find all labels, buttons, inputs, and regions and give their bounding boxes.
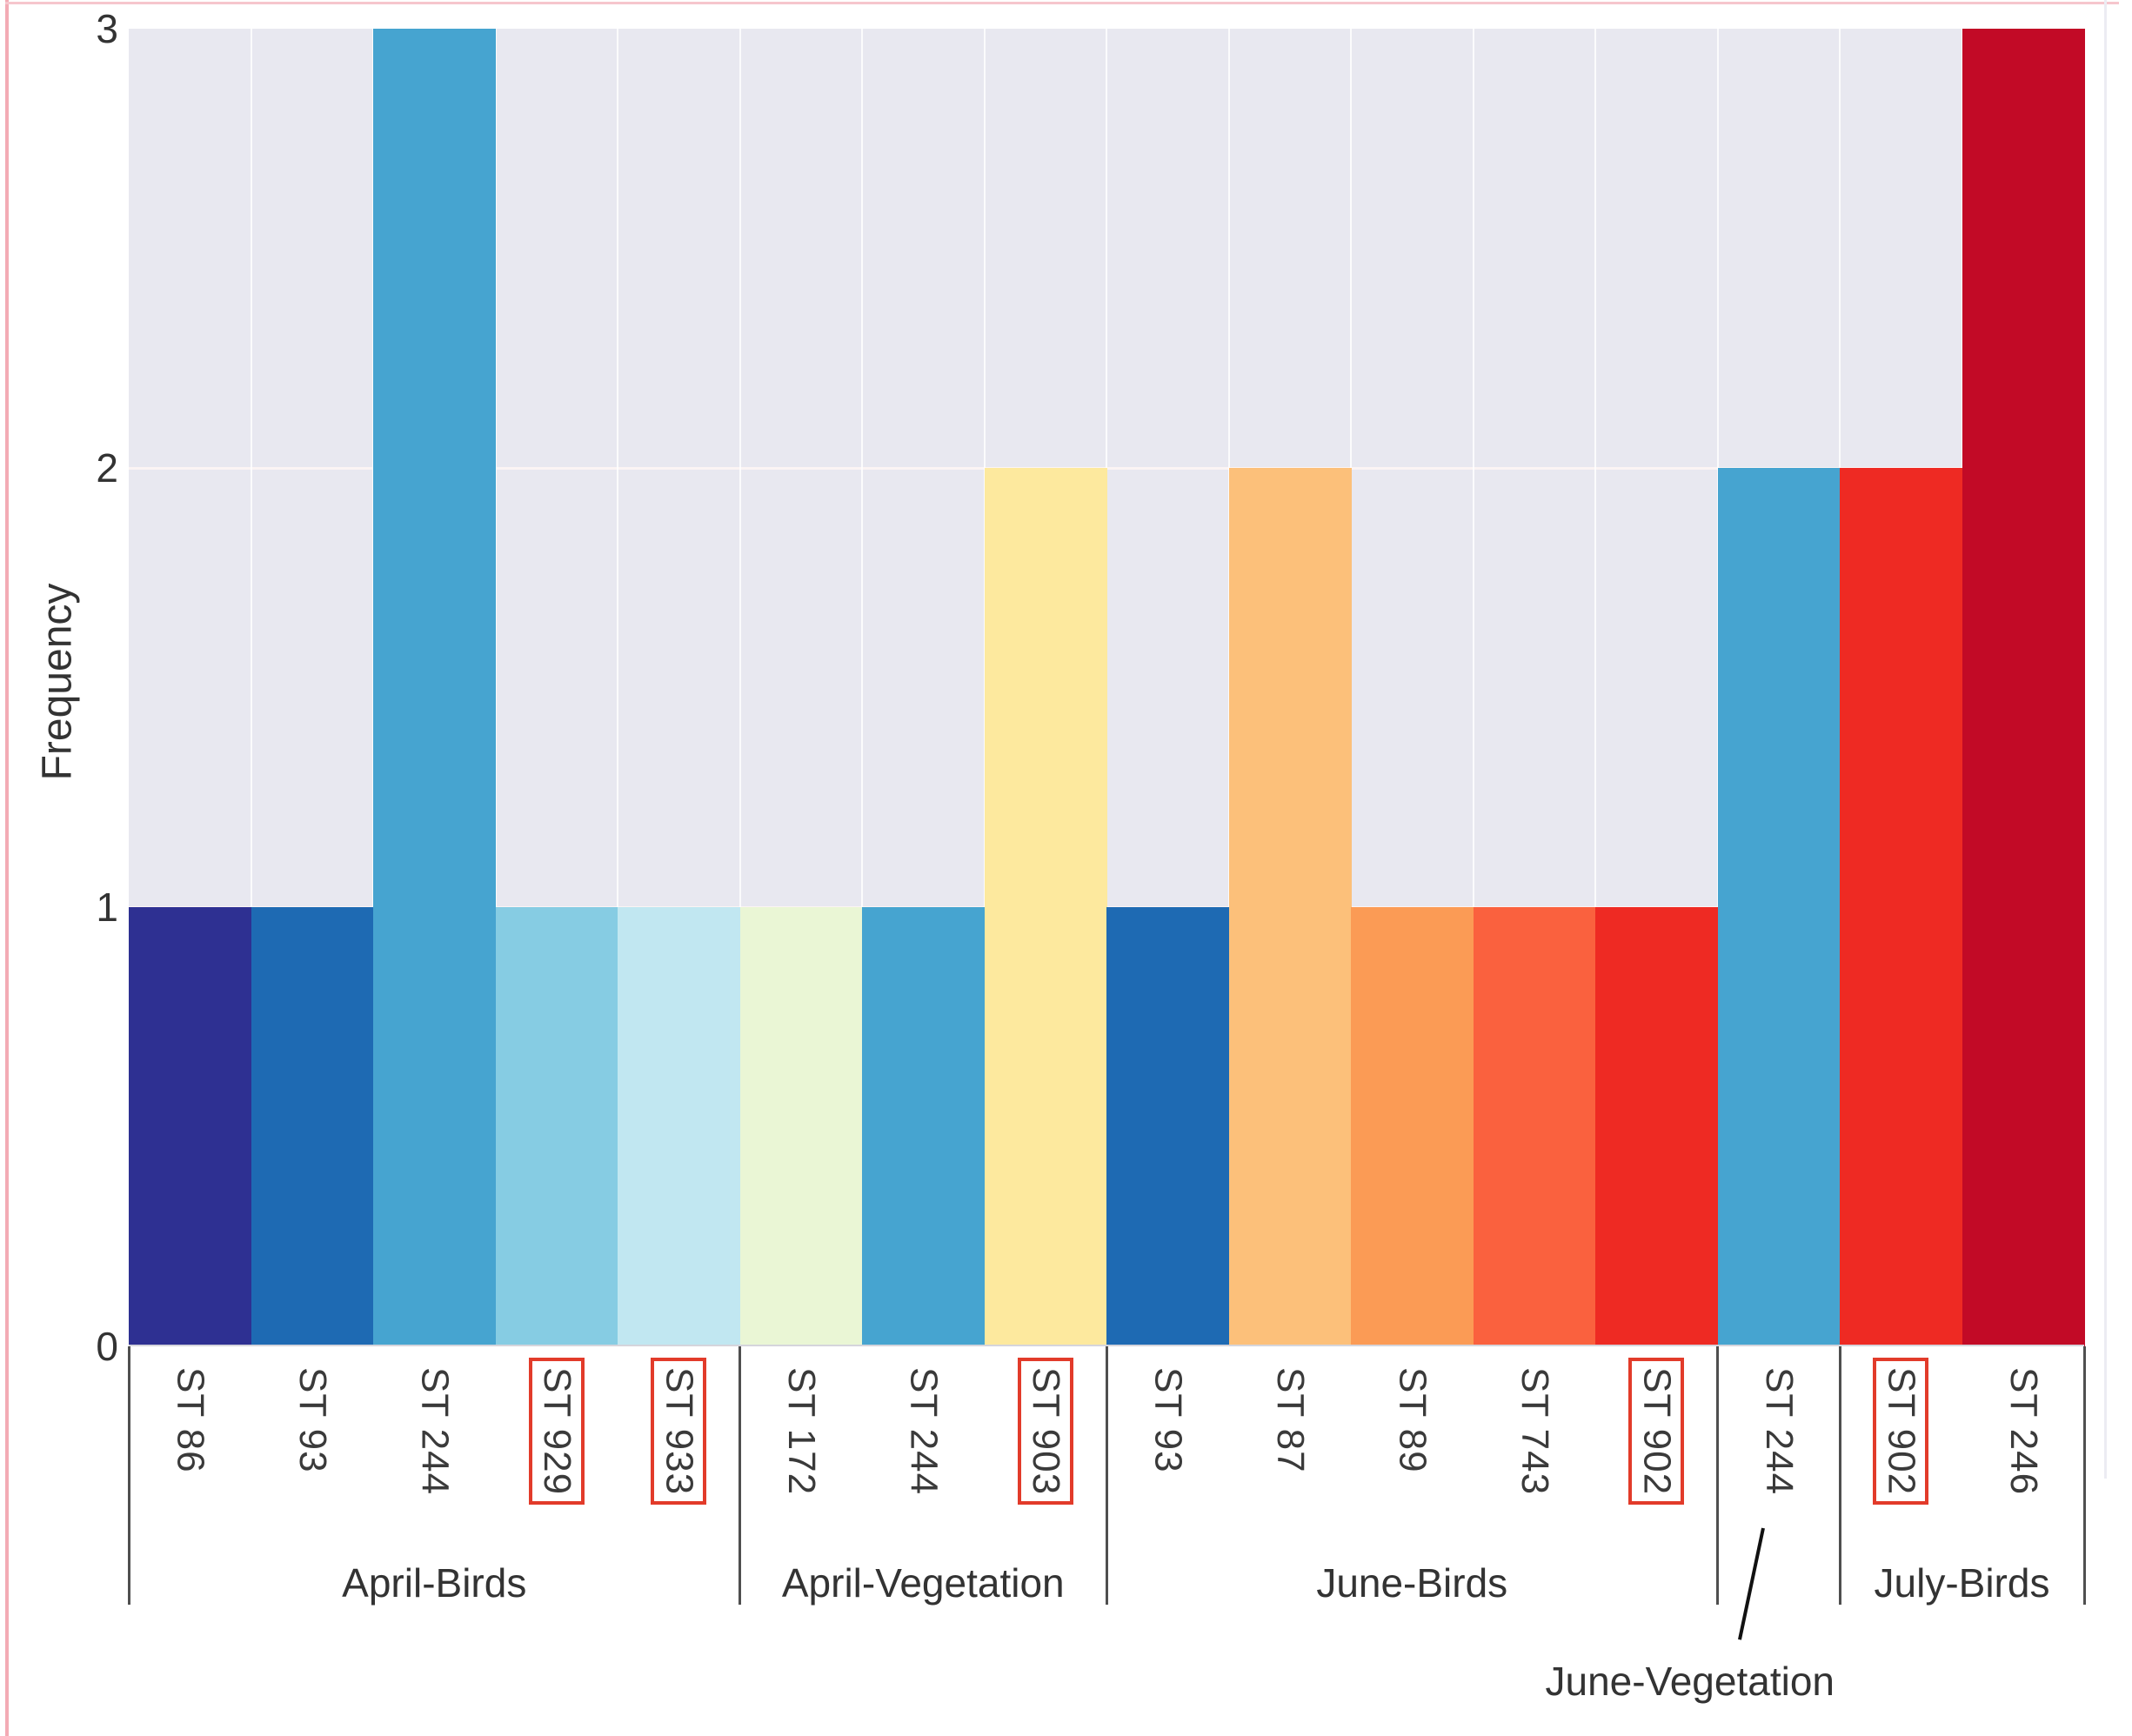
bar xyxy=(251,907,374,1346)
y-tick-label: 0 xyxy=(96,1324,118,1369)
bar xyxy=(984,468,1107,1346)
column-separator xyxy=(617,29,618,1346)
figure-right-border xyxy=(2104,0,2107,1479)
group-label: April-Birds xyxy=(342,1560,527,1606)
bar xyxy=(495,907,618,1346)
x-tick-label: ST 743 xyxy=(1513,1367,1556,1496)
column-separator xyxy=(861,29,863,1346)
x-tick-label: ST 172 xyxy=(779,1367,823,1496)
x-tick-label: ST 244 xyxy=(413,1367,457,1496)
y-axis-title: Frequency xyxy=(34,583,81,781)
group-divider xyxy=(1105,1346,1108,1605)
column-separator xyxy=(250,29,252,1346)
x-tick-label: ST 87 xyxy=(1268,1367,1312,1473)
column-separator xyxy=(1594,29,1596,1346)
bar xyxy=(373,29,497,1346)
window-edge-accent-left xyxy=(5,0,9,1736)
group-divider xyxy=(127,1346,130,1605)
group-divider xyxy=(2082,1346,2086,1605)
bar xyxy=(129,907,252,1346)
bar xyxy=(1351,907,1474,1346)
y-tick-label: 2 xyxy=(96,445,118,491)
x-tick-label: ST 244 xyxy=(1757,1367,1801,1496)
x-tick-label: ST 89 xyxy=(1391,1367,1434,1473)
bar xyxy=(618,907,741,1346)
leader-line xyxy=(1737,1527,1765,1640)
group-divider xyxy=(739,1346,741,1605)
y-tick-label: 1 xyxy=(96,885,118,930)
bar xyxy=(1106,907,1230,1346)
x-tick-label: ST 86 xyxy=(169,1367,212,1473)
column-separator xyxy=(1472,29,1474,1346)
group-label: July-Birds xyxy=(1874,1560,2050,1606)
x-tick-label: ST 93 xyxy=(1146,1367,1190,1473)
bar xyxy=(1228,468,1352,1346)
x-tick-label-highlighted: ST 902 xyxy=(1873,1358,1929,1506)
bar xyxy=(739,907,863,1346)
group-divider xyxy=(1716,1346,1719,1605)
x-tick-label-highlighted: ST 933 xyxy=(651,1358,707,1506)
x-tick-label-highlighted: ST 929 xyxy=(528,1358,585,1506)
y-tick-label: 3 xyxy=(96,6,118,51)
x-tick-label: ST 93 xyxy=(291,1367,334,1473)
x-axis-line xyxy=(129,1345,2084,1346)
bar xyxy=(1473,907,1596,1346)
group-label-offset: June-Vegetation xyxy=(1545,1659,1835,1704)
group-label: June-Birds xyxy=(1316,1560,1508,1606)
x-tick-label: ST 244 xyxy=(902,1367,946,1496)
bar xyxy=(1962,29,2085,1346)
bar xyxy=(1595,907,1719,1346)
bar xyxy=(1840,468,1963,1346)
column-separator xyxy=(739,29,741,1346)
x-tick-label-highlighted: ST 902 xyxy=(1628,1358,1685,1506)
group-label: April-Vegetation xyxy=(781,1560,1065,1606)
window-edge-accent-top xyxy=(5,2,2119,4)
bar xyxy=(1717,468,1841,1346)
x-tick-label-highlighted: ST 903 xyxy=(1017,1358,1073,1506)
bar xyxy=(862,907,986,1346)
group-divider xyxy=(1838,1346,1841,1605)
x-tick-label: ST 246 xyxy=(2002,1367,2045,1496)
